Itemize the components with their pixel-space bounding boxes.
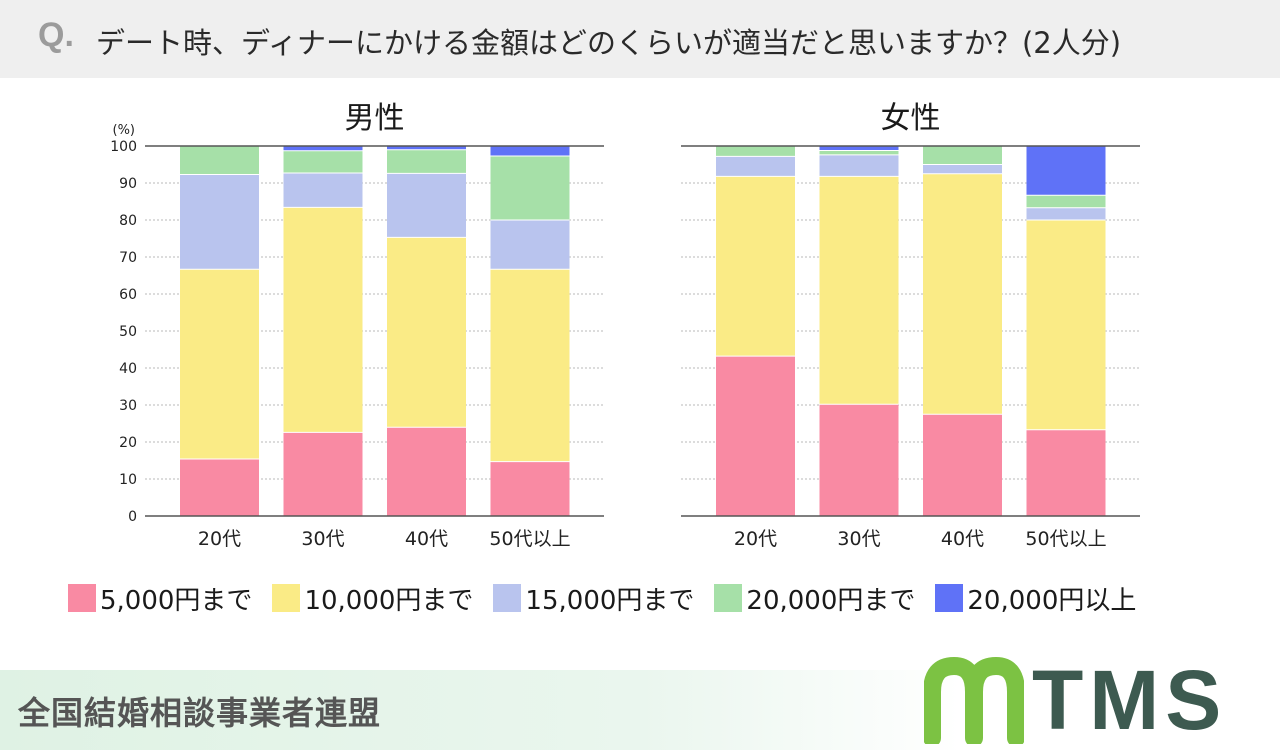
y-tick-label: 70: [119, 250, 137, 266]
y-tick-label: 40: [119, 361, 137, 377]
bar-segment: [923, 164, 1002, 174]
y-tick-label: 20: [119, 435, 137, 451]
stacked-bar-charts: 男性 20代 30代 40代 50代以上 (%) 0 10 20 30 40 50 60 70 80 90 10…: [110, 101, 1140, 550]
legend-label: 10,000円まで: [304, 585, 474, 616]
legend-swatch: [68, 584, 96, 612]
bar-segment: [283, 207, 363, 433]
legend-swatch: [935, 584, 964, 612]
bar-segment: [387, 173, 466, 238]
x-tick-label: 30代: [301, 528, 344, 550]
bar-segment: [490, 461, 570, 516]
bar-segment: [716, 356, 795, 516]
logo-text: TMS: [1032, 653, 1228, 747]
bar-segment: [1026, 207, 1106, 220]
bar-segment: [180, 146, 259, 175]
bar-segment: [283, 432, 363, 516]
x-tick-label: 20代: [198, 528, 241, 550]
bar-segment: [490, 269, 570, 462]
bar-segment: [1026, 146, 1106, 196]
question-mark-label: Q.: [38, 16, 74, 54]
bar-segment: [1026, 195, 1106, 208]
footer-band: 全国結婚相談事業者連盟: [0, 670, 1280, 750]
legend-item: 10,000円まで: [272, 580, 473, 617]
y-tick-label: 90: [119, 176, 137, 192]
legend-label: 15,000円まで: [525, 585, 695, 616]
y-tick-label: 80: [119, 213, 137, 229]
bar-segment: [716, 176, 795, 357]
legend-label: 20,000円以上: [967, 585, 1137, 616]
bar-segment: [283, 150, 363, 174]
y-tick-label: 100: [110, 139, 137, 155]
legend-item: 5,000円まで: [68, 580, 252, 617]
legend-swatch: [493, 584, 522, 612]
question-header: Q. デート時、ディナーにかける金額はどのくらいが適当だと思いますか？(2人分): [0, 0, 1280, 78]
legend-item: 20,000円まで: [714, 580, 915, 617]
bar-segment: [923, 414, 1002, 516]
bar-segment: [490, 220, 570, 270]
bar-segment: [923, 173, 1002, 415]
y-tick-label: 60: [119, 287, 137, 303]
bar-segment: [490, 146, 570, 156]
bar-segment: [387, 146, 466, 150]
bar-segment: [819, 150, 899, 155]
bar-segment: [819, 404, 899, 516]
bar-segment: [387, 149, 466, 174]
bar-segment: [819, 146, 899, 151]
logo-mark-icon: [924, 657, 1024, 744]
bar-segment: [283, 146, 363, 151]
x-tick-label: 40代: [405, 528, 448, 550]
bar-segment: [283, 173, 363, 208]
x-tick-label: 50代以上: [489, 528, 570, 550]
y-tick-label: 10: [119, 472, 137, 488]
organization-name: 全国結婚相談事業者連盟: [18, 694, 382, 732]
bar-segment: [1026, 220, 1106, 430]
legend-item: 20,000円以上: [935, 580, 1136, 617]
bar-segment: [819, 176, 899, 405]
charts-area: 男性 20代 30代 40代 50代以上 (%) 0 10 20 30 40 50 60 70 80 90 10…: [0, 78, 1280, 578]
question-text: デート時、ディナーにかける金額はどのくらいが適当だと思いますか？(2人分): [96, 26, 1122, 60]
bar-segment: [180, 174, 259, 270]
bar-segment: [490, 155, 570, 220]
bar-segment: [387, 237, 466, 428]
y-tick-label: 50: [119, 324, 137, 340]
x-tick-label: 40代: [941, 528, 984, 550]
x-tick-label: 30代: [837, 528, 880, 550]
x-tick-label: 20代: [734, 528, 777, 550]
legend-swatch: [714, 584, 743, 612]
legend-swatch: [272, 584, 301, 612]
bar-segment: [819, 154, 899, 177]
bar-segment: [180, 269, 259, 460]
bar-segment: [716, 156, 795, 177]
y-tick-label: 0: [128, 509, 137, 525]
y-tick-label: 30: [119, 398, 137, 414]
legend-item: 15,000円まで: [493, 580, 694, 617]
x-tick-label: 50代以上: [1025, 528, 1106, 550]
legend: 5,000円まで 10,000円まで 15,000円まで 20,000円まで 20,00…: [68, 578, 1156, 618]
y-axis-unit: (%): [113, 123, 136, 138]
chart-title: 男性: [345, 101, 405, 136]
bar-segment: [1026, 429, 1106, 516]
legend-label: 5,000円まで: [100, 585, 253, 616]
bar-segment: [180, 459, 259, 516]
legend-label: 20,000円まで: [746, 585, 916, 616]
bar-segment: [716, 146, 795, 157]
tms-logo: TMS: [924, 652, 1274, 747]
bar-segment: [923, 146, 1002, 165]
chart-title: 女性: [881, 101, 941, 136]
bar-segment: [387, 427, 466, 516]
